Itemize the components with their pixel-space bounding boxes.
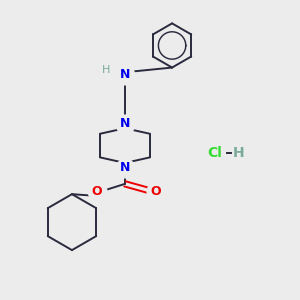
Text: N: N (120, 68, 130, 81)
Text: O: O (151, 185, 161, 198)
Text: H: H (232, 146, 244, 160)
Text: N: N (120, 161, 130, 174)
Text: H: H (102, 65, 110, 76)
Text: Cl: Cl (207, 146, 222, 160)
Text: N: N (120, 117, 130, 130)
Text: O: O (92, 185, 102, 198)
